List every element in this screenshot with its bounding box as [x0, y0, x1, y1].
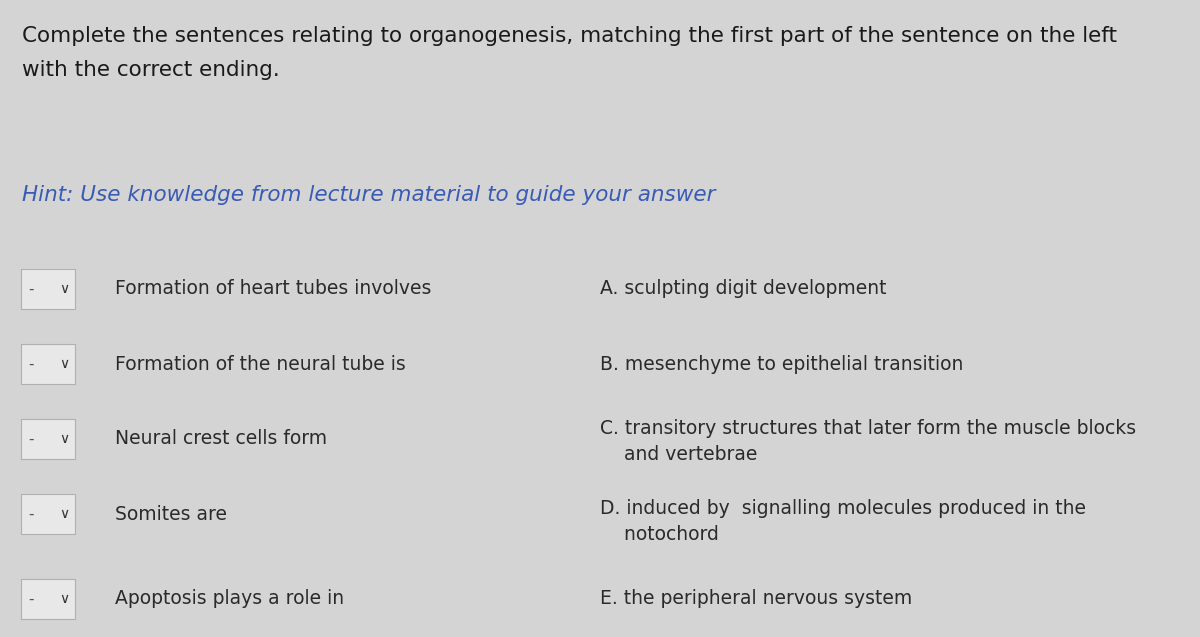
Text: -: -	[28, 592, 34, 606]
FancyBboxPatch shape	[22, 579, 74, 619]
FancyBboxPatch shape	[22, 344, 74, 384]
Text: Formation of the neural tube is: Formation of the neural tube is	[115, 355, 406, 373]
Text: Neural crest cells form: Neural crest cells form	[115, 429, 328, 448]
Text: ∨: ∨	[59, 357, 70, 371]
Text: ∨: ∨	[59, 282, 70, 296]
Text: Apoptosis plays a role in: Apoptosis plays a role in	[115, 589, 344, 608]
FancyBboxPatch shape	[22, 419, 74, 459]
Text: -: -	[28, 506, 34, 522]
Text: notochord: notochord	[600, 526, 719, 545]
Text: Hint: Use knowledge from lecture material to guide your answer: Hint: Use knowledge from lecture materia…	[22, 185, 715, 205]
Text: ∨: ∨	[59, 592, 70, 606]
Text: A. sculpting digit development: A. sculpting digit development	[600, 280, 887, 299]
Text: Formation of heart tubes involves: Formation of heart tubes involves	[115, 280, 431, 299]
Text: ∨: ∨	[59, 432, 70, 446]
Text: B. mesenchyme to epithelial transition: B. mesenchyme to epithelial transition	[600, 355, 964, 373]
Text: D. induced by  signalling molecules produced in the: D. induced by signalling molecules produ…	[600, 499, 1086, 519]
Text: -: -	[28, 282, 34, 296]
FancyBboxPatch shape	[22, 269, 74, 309]
Text: Complete the sentences relating to organogenesis, matching the first part of the: Complete the sentences relating to organ…	[22, 26, 1117, 46]
Text: -: -	[28, 357, 34, 371]
Text: C. transitory structures that later form the muscle blocks: C. transitory structures that later form…	[600, 420, 1136, 438]
FancyBboxPatch shape	[22, 494, 74, 534]
Text: E. the peripheral nervous system: E. the peripheral nervous system	[600, 589, 912, 608]
Text: with the correct ending.: with the correct ending.	[22, 60, 280, 80]
Text: -: -	[28, 431, 34, 447]
Text: ∨: ∨	[59, 507, 70, 521]
Text: Somites are: Somites are	[115, 505, 227, 524]
Text: and vertebrae: and vertebrae	[600, 445, 757, 464]
